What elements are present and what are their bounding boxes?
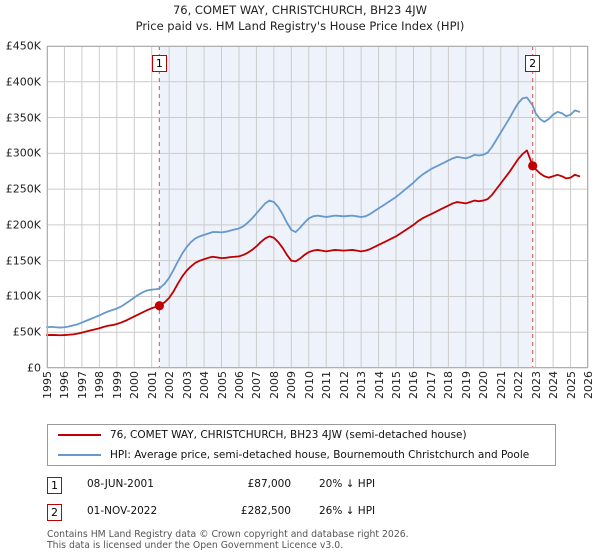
x-axis-tick-label: 1997	[75, 371, 89, 399]
footer-line-2: This data is licensed under the Open Gov…	[47, 540, 344, 551]
x-axis-tick-label: 2016	[407, 371, 421, 399]
x-axis-labels: 1995 1996 1997 1998 1999 2000 2001 2002 2003 2004…	[41, 371, 595, 431]
sale-price: £87,000	[247, 478, 291, 490]
x-axis-tick-label: 2024	[547, 371, 561, 399]
y-axis-tick-label: £250K	[5, 182, 41, 196]
x-axis-tick-label: 1996	[58, 371, 72, 399]
x-axis-tick-label: 2002	[163, 371, 177, 399]
sale-price: £282,500	[240, 505, 291, 517]
legend-item: HPI: Average price, semi-detached house,…	[48, 445, 555, 465]
x-axis-tick-label: 2013	[355, 371, 369, 399]
y-axis-tick-label: £200K	[5, 218, 41, 232]
page-title: 76, COMET WAY, CHRISTCHURCH, BH23 4JW	[172, 3, 428, 17]
legend-swatch-hpi	[58, 454, 101, 456]
x-axis-tick-label: 2005	[215, 371, 229, 399]
y-axis-labels: £0 £50K £100K £150K £200K £250K £300K £350K £400…	[0, 40, 43, 375]
chart-title-block: 76, COMET WAY, CHRISTCHURCH, BH23 4JW Pr…	[0, 2, 600, 34]
legend-label-property: 76, COMET WAY, CHRISTCHURCH, BH23 4JW (s…	[110, 429, 467, 441]
y-axis-tick-label: £150K	[5, 254, 41, 268]
legend-label-hpi: HPI: Average price, semi-detached house,…	[110, 449, 530, 461]
x-axis-tick-label: 2022	[512, 371, 526, 399]
x-axis-tick-label: 2015	[390, 371, 404, 399]
page-subtitle: Price paid vs. HM Land Registry's House …	[135, 19, 465, 33]
x-axis-tick-label: 2014	[372, 371, 386, 399]
x-axis-tick-label: 2011	[320, 371, 334, 399]
x-axis-tick-label: 2000	[128, 371, 142, 399]
sale-index-badge: 2	[47, 504, 62, 521]
y-axis-tick-label: £100K	[5, 289, 41, 303]
footer-line-1: Contains HM Land Registry data © Crown c…	[47, 529, 409, 540]
x-axis-tick-label: 2021	[494, 371, 508, 399]
y-axis-tick-label: £400K	[5, 75, 41, 89]
y-axis-tick-label: £300K	[5, 146, 41, 160]
x-axis-tick-label: 2001	[145, 371, 159, 399]
x-axis-tick-label: 2019	[459, 371, 473, 399]
x-axis-tick-label: 2020	[477, 371, 491, 399]
y-axis-tick-label: £0	[27, 361, 41, 375]
x-axis-tick-label: 2008	[267, 371, 281, 399]
sale-index-badge: 1	[47, 477, 62, 494]
x-axis-tick-label: 2006	[232, 371, 246, 399]
x-axis-tick-label: 2009	[285, 371, 299, 399]
x-axis-tick-label: 2018	[442, 371, 456, 399]
sale-hpi-delta: 20% ↓ HPI	[319, 478, 376, 490]
sale-date: 08-JUN-2001	[87, 478, 154, 490]
x-axis-tick-label: 1999	[110, 371, 124, 399]
x-axis-tick-label: 1998	[93, 371, 107, 399]
x-axis-tick-label: 2012	[337, 371, 351, 399]
x-axis-tick-label: 2026	[582, 371, 595, 399]
chart-svg	[46, 45, 589, 369]
sale-date: 01-NOV-2022	[87, 505, 158, 517]
x-axis-tick-label: 1995	[41, 371, 54, 399]
y-axis-tick-label: £50K	[12, 325, 41, 339]
sale-hpi-delta: 26% ↓ HPI	[319, 505, 376, 517]
legend-item: 76, COMET WAY, CHRISTCHURCH, BH23 4JW (s…	[48, 425, 555, 445]
x-axis-tick-label: 2023	[529, 371, 543, 399]
y-axis-tick-label: £450K	[5, 39, 41, 53]
x-axis-tick-label: 2017	[424, 371, 438, 399]
x-axis-tick-label: 2003	[180, 371, 194, 399]
x-axis-tick-label: 2007	[250, 371, 264, 399]
footer-attribution: Contains HM Land Registry data © Crown c…	[47, 529, 587, 551]
x-axis-tick-label: 2004	[198, 371, 212, 399]
legend-swatch-property	[58, 434, 101, 436]
chart-marker-badge: 2	[525, 55, 541, 73]
x-axis-tick-label: 2010	[302, 371, 316, 399]
y-axis-tick-label: £350K	[5, 111, 41, 125]
x-axis-tick-label: 2025	[564, 371, 578, 399]
chart-marker-badge: 1	[151, 55, 167, 73]
chart-legend: 76, COMET WAY, CHRISTCHURCH, BH23 4JW (s…	[47, 424, 556, 466]
